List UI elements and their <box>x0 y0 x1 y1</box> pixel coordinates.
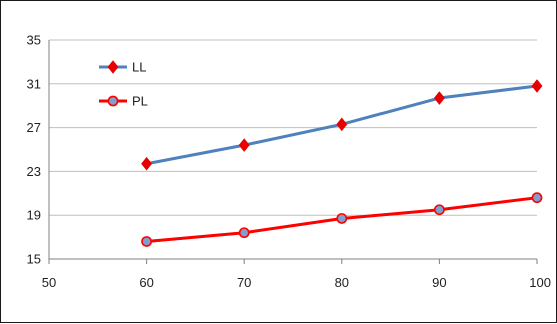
gridlines <box>49 39 537 216</box>
y-tick-labels: 15 19 23 27 31 35 <box>27 33 41 267</box>
series <box>141 79 543 247</box>
data-point-pl-90 <box>433 204 445 216</box>
x-tick-labels: 50 60 70 80 90 100 <box>42 275 551 290</box>
legend-label-ll: LL <box>132 60 146 75</box>
legend-marker-pl <box>107 95 119 107</box>
data-point-ll-70 <box>238 138 250 152</box>
legend-label-pl: PL <box>132 94 148 109</box>
data-point-ll-80 <box>336 117 348 132</box>
legend-item-ll: LL <box>99 60 146 75</box>
x-tick-label-80: 80 <box>335 275 349 290</box>
x-tick-label-90: 90 <box>432 275 446 290</box>
y-tick-label-19: 19 <box>27 208 41 223</box>
data-point-pl-100 <box>531 192 543 204</box>
y-tick-label-31: 31 <box>27 76 41 91</box>
series-ll <box>141 79 543 171</box>
axes <box>48 40 538 264</box>
data-point-ll-60 <box>141 156 153 171</box>
y-tick-label-27: 27 <box>27 120 41 135</box>
x-tick-label-100: 100 <box>529 275 551 290</box>
y-tick-label-23: 23 <box>27 164 41 179</box>
x-tick-label-60: 60 <box>139 275 153 290</box>
data-point-pl-70 <box>238 227 250 239</box>
legend-marker-ll <box>107 60 119 74</box>
series-pl <box>141 192 543 247</box>
y-tick-label-35: 35 <box>27 33 41 48</box>
x-tick-label-70: 70 <box>237 275 251 290</box>
data-point-pl-80 <box>336 213 348 224</box>
data-point-pl-60 <box>141 236 152 247</box>
legend: LL PL <box>99 60 148 109</box>
legend-item-pl: PL <box>99 94 148 109</box>
data-point-ll-100 <box>531 79 543 93</box>
data-point-ll-90 <box>433 91 445 105</box>
x-tick-label-50: 50 <box>42 275 56 290</box>
y-tick-label-15: 15 <box>27 252 41 267</box>
